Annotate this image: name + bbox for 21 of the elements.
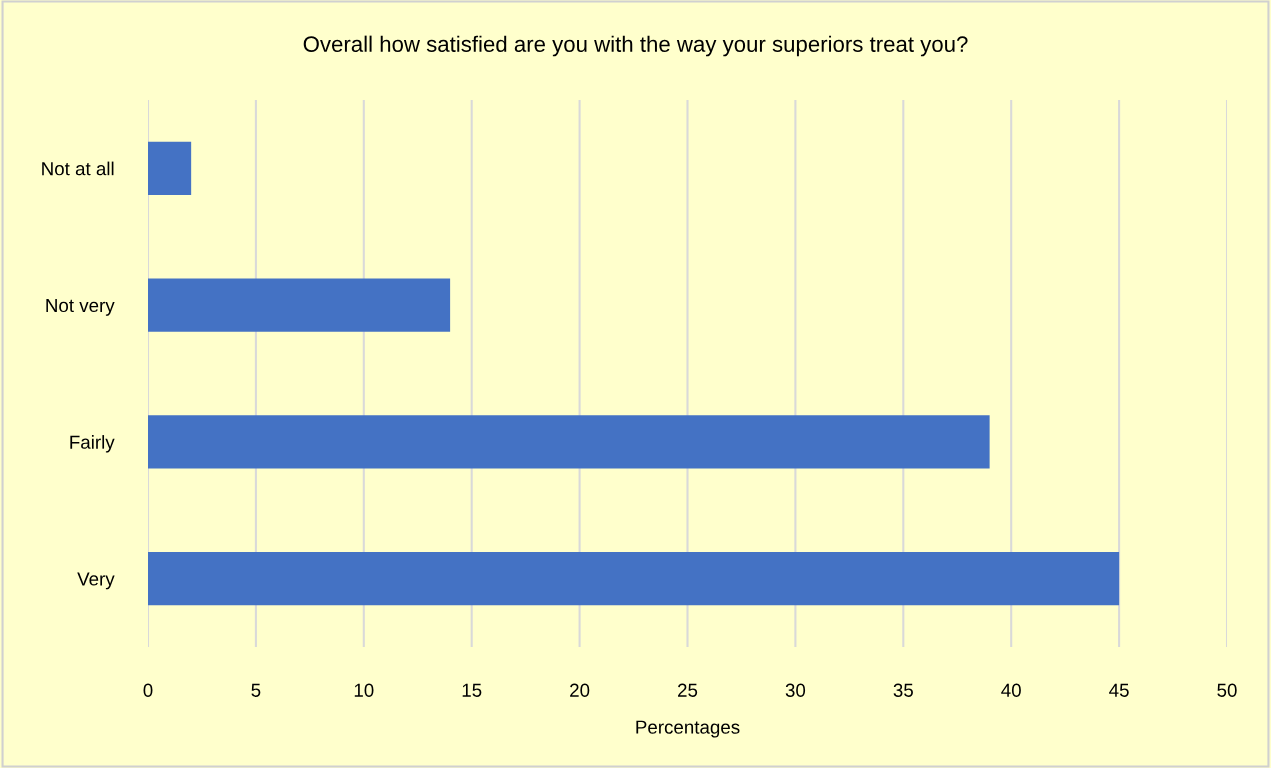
x-tick-label: 50 (1217, 683, 1237, 697)
x-tick-label: 40 (1001, 683, 1021, 697)
chart-title: Overall how satisfied are you with the way your superiors treat you? (303, 35, 968, 57)
x-tick-label: 20 (570, 683, 590, 697)
y-tick-label: Fairly (70, 435, 115, 453)
x-tick-label: 0 (143, 683, 153, 697)
x-tick-label: 5 (251, 683, 261, 697)
y-tick-label: Not very (46, 299, 115, 316)
x-axis-title: Percentages (636, 720, 740, 738)
x-tick-label: 25 (678, 683, 698, 697)
y-tick-label: Not at all (42, 161, 114, 176)
bar (148, 415, 990, 469)
x-tick-label: 45 (1109, 683, 1129, 697)
x-tick-label: 35 (893, 683, 913, 697)
x-tick-label: 10 (354, 683, 374, 697)
bar (148, 141, 192, 196)
x-tick-label: 15 (462, 683, 482, 697)
y-tick-label: Very (77, 572, 115, 590)
bar (148, 278, 451, 332)
x-tick-label: 30 (785, 683, 806, 697)
bar (148, 551, 1120, 606)
